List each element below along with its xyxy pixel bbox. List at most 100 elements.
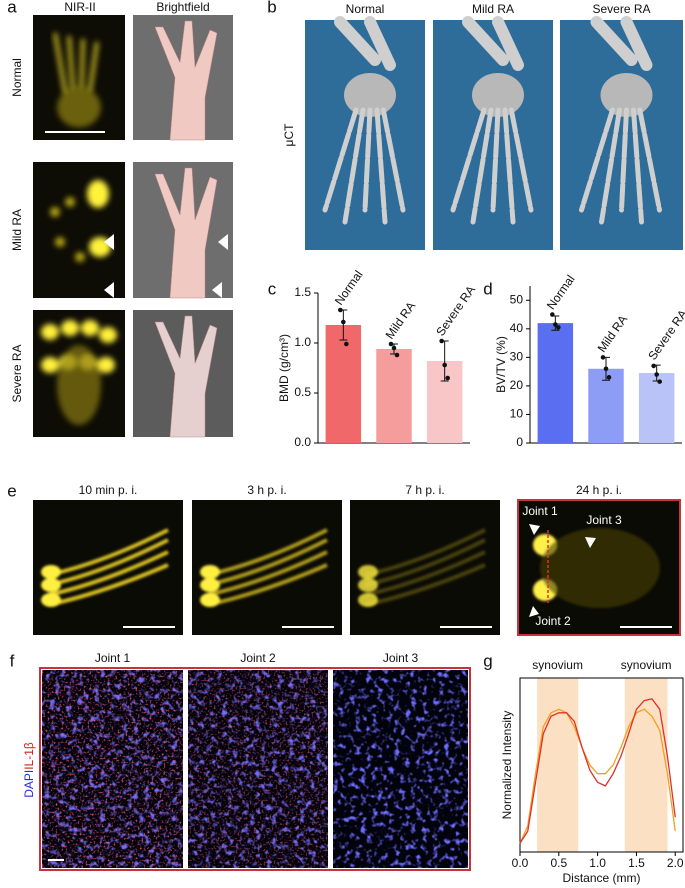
digit bbox=[631, 107, 644, 225]
toe bbox=[200, 593, 220, 607]
il1b-signal bbox=[42, 670, 183, 868]
digit bbox=[599, 107, 622, 225]
data-point bbox=[600, 355, 606, 360]
toe bbox=[358, 593, 378, 607]
joint-signal bbox=[97, 357, 115, 373]
arrowhead bbox=[212, 282, 222, 298]
column-header: Joint 1 bbox=[95, 651, 131, 665]
digit bbox=[322, 107, 359, 213]
y-tick-label: 0.0 bbox=[294, 435, 311, 449]
digit bbox=[579, 107, 615, 213]
data-point bbox=[603, 366, 609, 372]
leg-bone bbox=[590, 16, 653, 71]
joint-signal bbox=[41, 357, 59, 373]
column-header: 7 h p. i. bbox=[405, 483, 444, 497]
annotation: synovium bbox=[532, 658, 583, 672]
toe bbox=[200, 578, 220, 592]
category-label: Normal bbox=[332, 268, 366, 308]
x-tick-label: 1.5 bbox=[628, 856, 645, 870]
paw bbox=[154, 315, 218, 438]
toe bbox=[358, 578, 378, 592]
data-point bbox=[391, 345, 397, 351]
carpal bbox=[472, 73, 524, 117]
axis-label: Distance (mm) bbox=[562, 871, 640, 885]
column-header: NIR-II bbox=[64, 0, 95, 14]
column-header: 3 h p. i. bbox=[247, 483, 286, 497]
panel-label: f bbox=[10, 651, 15, 670]
column-header: 10 min p. i. bbox=[79, 483, 138, 497]
joint-signal bbox=[65, 197, 75, 207]
annotation: Joint 2 bbox=[535, 614, 571, 628]
data-point bbox=[439, 338, 444, 344]
toe bbox=[358, 565, 378, 579]
panel-label: e bbox=[7, 481, 16, 500]
column-header: Severe RA bbox=[592, 2, 650, 16]
data-point bbox=[553, 322, 558, 327]
data-point bbox=[344, 341, 349, 347]
y-tick-label: 50 bbox=[510, 292, 524, 306]
panel-label: c bbox=[268, 279, 277, 298]
data-point bbox=[394, 352, 400, 358]
data-point bbox=[556, 325, 561, 330]
y-tick-label: 1.0 bbox=[294, 335, 311, 349]
bone-render bbox=[450, 16, 534, 225]
paw bbox=[154, 167, 218, 299]
nir-signal bbox=[53, 32, 101, 128]
arrowhead bbox=[104, 282, 114, 298]
column-header: Normal bbox=[346, 2, 385, 16]
column-header: Mild RA bbox=[472, 2, 514, 16]
vessel bbox=[364, 538, 486, 587]
panel-label: g bbox=[483, 651, 492, 670]
joint-signal bbox=[81, 320, 99, 336]
digit bbox=[470, 107, 494, 225]
digit bbox=[502, 107, 516, 225]
y-tick-label: 40 bbox=[510, 321, 524, 335]
series-line bbox=[519, 698, 676, 844]
data-point bbox=[388, 341, 394, 347]
data-point bbox=[657, 379, 662, 384]
joint-signal bbox=[75, 252, 85, 262]
toe bbox=[41, 593, 61, 607]
y-tick-label: 0 bbox=[516, 435, 523, 449]
digit bbox=[362, 107, 373, 213]
column-header: Joint 2 bbox=[240, 651, 276, 665]
synovium-band bbox=[537, 678, 579, 852]
leg-bone bbox=[462, 16, 524, 71]
fluorescence-signal bbox=[200, 528, 328, 607]
digit bbox=[619, 107, 629, 213]
il1b-signal bbox=[188, 670, 328, 868]
row-label: μCT bbox=[282, 123, 296, 147]
data-point bbox=[550, 312, 555, 317]
axis-label: Normalized Intensity bbox=[500, 711, 514, 820]
data-point bbox=[338, 307, 343, 313]
fluorescence-signal bbox=[533, 528, 660, 608]
panel-label: a bbox=[7, 0, 17, 16]
row-label: Severe RA bbox=[10, 344, 24, 402]
annotation: Joint 3 bbox=[586, 513, 622, 527]
bar bbox=[376, 349, 412, 443]
paw-signal bbox=[57, 345, 101, 425]
arrowhead bbox=[585, 537, 596, 548]
y-tick-label: 1.5 bbox=[294, 285, 311, 299]
vessel bbox=[206, 550, 328, 597]
paw-glow bbox=[540, 528, 660, 608]
nir-signal bbox=[41, 320, 117, 425]
annotation: synovium bbox=[621, 658, 672, 672]
category-label: Mild RA bbox=[383, 299, 419, 341]
bone-render bbox=[322, 16, 406, 225]
y-tick-label: 30 bbox=[510, 350, 524, 364]
data-point bbox=[651, 363, 656, 369]
synovium-band bbox=[624, 678, 668, 852]
column-header: Joint 3 bbox=[383, 651, 419, 665]
carpal bbox=[344, 73, 396, 117]
arrowhead bbox=[529, 606, 539, 617]
category-label: Normal bbox=[544, 272, 578, 312]
toe bbox=[200, 565, 220, 579]
bar bbox=[325, 325, 362, 443]
axis-label: BV/TV (%) bbox=[494, 336, 508, 393]
y-tick-label: 20 bbox=[510, 378, 524, 392]
joint-signal bbox=[41, 324, 59, 340]
axis-label: BMD (g/cm³) bbox=[277, 334, 291, 402]
